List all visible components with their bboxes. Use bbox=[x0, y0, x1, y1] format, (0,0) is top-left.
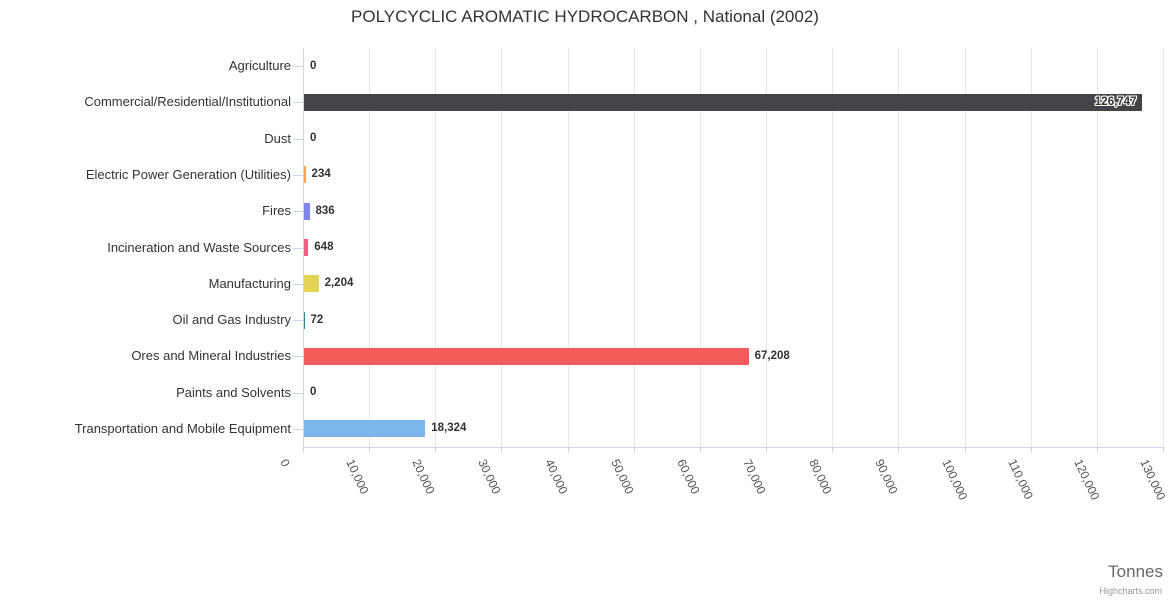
y-axis-line bbox=[303, 48, 304, 447]
value-label: 67,208 bbox=[754, 350, 790, 362]
category-label: Ores and Mineral Industries bbox=[131, 348, 291, 363]
x-axis-tick bbox=[766, 447, 768, 453]
x-axis-tick-label: 70,000 bbox=[740, 457, 769, 497]
value-label: 0 bbox=[310, 60, 317, 72]
x-gridline bbox=[832, 48, 834, 447]
value-label: 18,324 bbox=[431, 422, 467, 434]
value-label: 648 bbox=[314, 241, 334, 253]
x-gridline bbox=[1030, 48, 1032, 447]
y-axis-tick bbox=[293, 356, 303, 357]
x-axis-tick-label: 110,000 bbox=[1004, 457, 1036, 502]
x-axis-tick-label: 90,000 bbox=[872, 457, 901, 497]
category-label: Oil and Gas Industry bbox=[172, 312, 292, 327]
x-axis-tick-label: 80,000 bbox=[806, 457, 835, 497]
x-gridline bbox=[1163, 48, 1164, 447]
x-axis-tick-label: 60,000 bbox=[674, 457, 703, 497]
x-axis-tick-label: 50,000 bbox=[608, 457, 637, 497]
category-label: Agriculture bbox=[228, 58, 291, 73]
category-label: Incineration and Waste Sources bbox=[107, 240, 291, 255]
x-axis-tick bbox=[303, 447, 304, 453]
category-label: Fires bbox=[262, 203, 291, 218]
x-gridline bbox=[964, 48, 966, 447]
x-axis-tick bbox=[1030, 447, 1032, 453]
bar[interactable] bbox=[304, 420, 426, 437]
y-axis-tick bbox=[293, 320, 303, 321]
y-axis-tick bbox=[293, 393, 303, 394]
x-axis-tick bbox=[369, 447, 371, 453]
x-axis-tick-label: 20,000 bbox=[409, 457, 438, 497]
bar[interactable] bbox=[304, 94, 1143, 111]
x-axis-tick bbox=[832, 447, 834, 453]
category-label: Transportation and Mobile Equipment bbox=[74, 421, 291, 436]
x-gridline bbox=[501, 48, 503, 447]
highcharts-credit-link[interactable]: Highcharts.com bbox=[1099, 586, 1162, 596]
category-label: Paints and Solvents bbox=[176, 385, 291, 400]
x-gridline bbox=[766, 48, 768, 447]
x-axis-tick bbox=[964, 447, 966, 453]
x-axis-tick-label: 120,000 bbox=[1071, 457, 1103, 503]
x-axis-tick bbox=[1163, 447, 1164, 453]
y-axis-tick bbox=[293, 211, 303, 212]
y-axis-tick bbox=[293, 175, 303, 176]
x-axis-tick bbox=[633, 447, 635, 453]
category-label: Commercial/Residential/Institutional bbox=[84, 94, 291, 109]
value-label: 836 bbox=[315, 205, 335, 217]
x-gridline bbox=[567, 48, 569, 447]
x-gridline bbox=[898, 48, 900, 447]
x-gridline bbox=[1096, 48, 1098, 447]
y-axis-tick bbox=[293, 66, 303, 67]
bar[interactable] bbox=[304, 239, 309, 256]
value-label: 126,747 bbox=[1094, 96, 1137, 108]
x-axis-tick bbox=[898, 447, 900, 453]
category-label: Electric Power Generation (Utilities) bbox=[85, 167, 291, 182]
y-axis-tick bbox=[293, 248, 303, 249]
x-gridline bbox=[699, 48, 701, 447]
bar[interactable] bbox=[304, 166, 306, 183]
x-axis-title: Tonnes bbox=[1108, 562, 1163, 581]
x-axis-tick bbox=[435, 447, 437, 453]
bar[interactable] bbox=[304, 348, 749, 365]
y-axis-tick bbox=[293, 102, 303, 103]
value-label: 0 bbox=[310, 386, 317, 398]
value-label: 0 bbox=[310, 132, 317, 144]
x-axis-tick-label: 10,000 bbox=[343, 457, 372, 497]
y-axis-tick bbox=[293, 284, 303, 285]
x-gridline bbox=[633, 48, 635, 447]
y-axis-tick bbox=[293, 139, 303, 140]
category-label: Manufacturing bbox=[208, 276, 291, 291]
bar[interactable] bbox=[304, 275, 319, 292]
value-label: 2,204 bbox=[324, 277, 354, 289]
category-label: Dust bbox=[264, 131, 291, 146]
x-axis-tick-label: 100,000 bbox=[938, 457, 970, 503]
x-axis-tick-label: 0 bbox=[277, 457, 293, 469]
x-axis-tick-label: 40,000 bbox=[541, 457, 571, 497]
x-axis-line bbox=[303, 447, 1164, 448]
x-axis-tick bbox=[501, 447, 503, 453]
x-axis-tick bbox=[699, 447, 701, 453]
x-axis-tick-label: 130,000 bbox=[1137, 457, 1169, 503]
value-label: 234 bbox=[311, 168, 331, 180]
x-gridline bbox=[435, 48, 437, 447]
value-label: 72 bbox=[310, 314, 324, 326]
x-axis-tick-label: 30,000 bbox=[475, 457, 504, 497]
bar[interactable] bbox=[304, 203, 310, 220]
x-axis-tick bbox=[567, 447, 569, 453]
chart-title: POLYCYCLIC AROMATIC HYDROCARBON , Nation… bbox=[351, 7, 819, 26]
x-gridline bbox=[369, 48, 371, 447]
y-axis-tick bbox=[293, 429, 303, 430]
x-axis-tick bbox=[1096, 447, 1098, 453]
